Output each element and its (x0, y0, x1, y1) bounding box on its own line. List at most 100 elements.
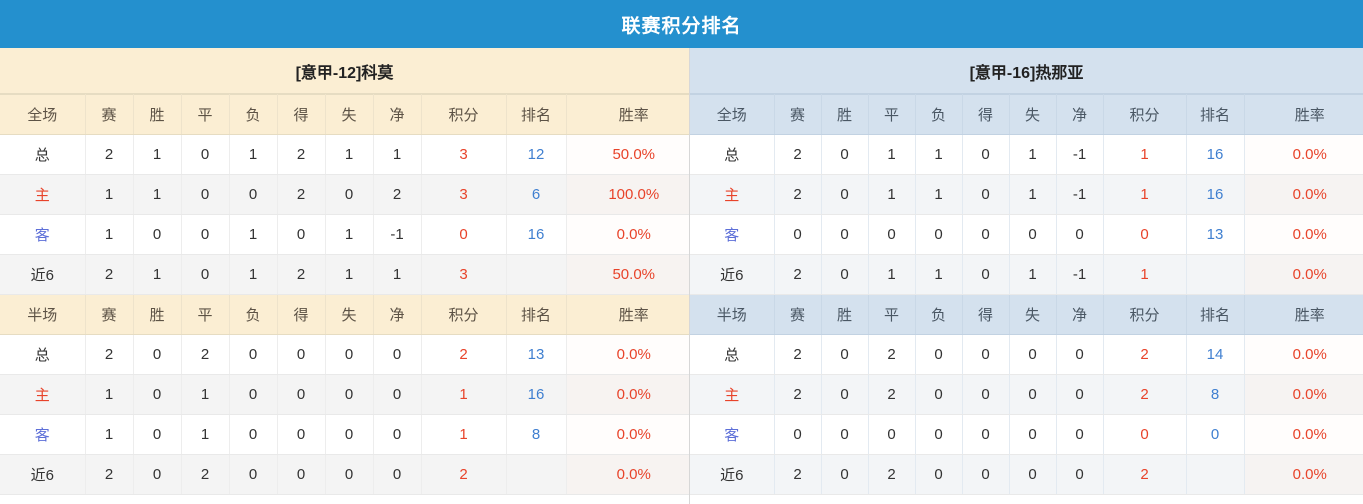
cell-win-rate: 0.0% (1244, 374, 1363, 415)
cell-draw: 0 (181, 174, 230, 215)
cell-rank: 13 (506, 334, 567, 375)
cell-rank: 13 (1186, 214, 1245, 255)
row-label-recent: 近6 (0, 254, 86, 295)
column-header-rank: 排名 (506, 294, 567, 335)
cell-goals-against: 0 (325, 454, 374, 495)
cell-goals-for: 0 (277, 214, 326, 255)
cell-loss: 1 (915, 174, 963, 215)
cell-rank: 8 (1186, 374, 1245, 415)
cell-points: 3 (421, 254, 507, 295)
cell-win: 1 (133, 254, 182, 295)
cell-played: 0 (774, 214, 822, 255)
cell-draw: 1 (868, 134, 916, 175)
row-label-total: 总 (0, 134, 86, 175)
column-header-points: 积分 (1103, 94, 1187, 135)
cell-win-rate: 50.0% (566, 254, 689, 295)
cell-rank: 12 (506, 134, 567, 175)
row-label-home: 主 (690, 374, 775, 415)
cell-win-rate: 0.0% (566, 454, 689, 495)
cell-goals-against: 0 (1009, 214, 1057, 255)
row-label-home: 主 (0, 174, 86, 215)
cell-goal-diff: 1 (373, 134, 422, 175)
cell-rank: 16 (1186, 134, 1245, 175)
cell-points: 2 (1103, 374, 1187, 415)
column-header-loss: 负 (915, 294, 963, 335)
cell-loss: 1 (229, 254, 278, 295)
column-header-win-rate: 胜率 (566, 294, 689, 335)
cell-rank: 0 (1186, 414, 1245, 455)
cell-goal-diff: -1 (1056, 134, 1104, 175)
cell-win: 0 (821, 254, 869, 295)
cell-goals-for: 0 (277, 334, 326, 375)
cell-win-rate: 0.0% (566, 414, 689, 455)
cell-rank (506, 254, 567, 295)
column-header-played: 赛 (85, 94, 134, 135)
cell-goal-diff: 0 (373, 414, 422, 455)
column-header-win: 胜 (133, 94, 182, 135)
cell-draw: 0 (868, 214, 916, 255)
column-header-goals-for: 得 (962, 294, 1010, 335)
row-label-away: 客 (0, 214, 86, 255)
cell-goals-against: 0 (1009, 334, 1057, 375)
cell-win: 0 (821, 214, 869, 255)
table-row: 近6 2 1 0 1 2 1 1 3 50.0% (0, 254, 689, 295)
cell-points: 0 (421, 214, 507, 255)
column-header-rank: 排名 (1186, 294, 1245, 335)
cell-goals-for: 0 (962, 214, 1010, 255)
column-header-row: 半场赛胜平负得失净积分 排名 胜率 (690, 294, 1363, 335)
row-label-total: 总 (690, 134, 775, 175)
cell-goals-for: 0 (962, 134, 1010, 175)
row-label-away: 客 (690, 414, 775, 455)
cell-points: 0 (1103, 214, 1187, 255)
cell-goals-against: 0 (325, 334, 374, 375)
cell-win-rate: 50.0% (566, 134, 689, 175)
table-row: 主 1 1 0 0 2 0 2 3 6 100.0% (0, 174, 689, 215)
cell-loss: 0 (915, 414, 963, 455)
column-header-win: 胜 (821, 294, 869, 335)
cell-goals-against: 1 (325, 134, 374, 175)
cell-rank: 16 (506, 374, 567, 415)
cell-draw: 1 (181, 374, 230, 415)
column-header-goals-against: 失 (1009, 94, 1057, 135)
cell-goals-for: 2 (277, 174, 326, 215)
cell-played: 0 (774, 414, 822, 455)
cell-win: 0 (821, 134, 869, 175)
section-label-half: 半场 (0, 294, 86, 335)
team-panel-right: [意甲-16]热那亚 全场赛胜平负得失净积分 排名 胜率总 2 0 1 1 0 1 -1 1 16 0.… (690, 48, 1363, 504)
cell-win: 0 (821, 174, 869, 215)
column-header-goal-diff: 净 (1056, 294, 1104, 335)
cell-loss: 0 (915, 374, 963, 415)
cell-draw: 2 (868, 334, 916, 375)
cell-win-rate: 0.0% (1244, 134, 1363, 175)
cell-rank: 6 (506, 174, 567, 215)
cell-goals-for: 2 (277, 134, 326, 175)
cell-draw: 0 (181, 134, 230, 175)
cell-win-rate: 0.0% (1244, 254, 1363, 295)
column-header-loss: 负 (915, 94, 963, 135)
cell-goal-diff: 0 (373, 334, 422, 375)
cell-points: 0 (1103, 414, 1187, 455)
table-row: 客 1 0 1 0 0 0 0 1 8 0.0% (0, 414, 689, 455)
cell-played: 2 (85, 454, 134, 495)
cell-goals-against: 1 (325, 214, 374, 255)
cell-goals-for: 0 (962, 414, 1010, 455)
column-header-draw: 平 (181, 94, 230, 135)
cell-loss: 1 (915, 134, 963, 175)
team-name-left: [意甲-12]科莫 (0, 48, 689, 94)
cell-goals-against: 1 (325, 254, 374, 295)
table-row: 总 2 0 1 1 0 1 -1 1 16 0.0% (690, 134, 1363, 175)
column-header-win-rate: 胜率 (1244, 94, 1363, 135)
column-header-goals-for: 得 (962, 94, 1010, 135)
column-header-points: 积分 (1103, 294, 1187, 335)
column-header-goal-diff: 净 (373, 294, 422, 335)
widget-title-bar: 联赛积分排名 (0, 0, 1363, 48)
table-row: 主 1 0 1 0 0 0 0 1 16 0.0% (0, 374, 689, 415)
cell-draw: 2 (868, 374, 916, 415)
table-row: 近6 2 0 1 1 0 1 -1 1 0.0% (690, 254, 1363, 295)
table-row: 近6 2 0 2 0 0 0 0 2 0.0% (690, 454, 1363, 495)
team-panels: [意甲-12]科莫 全场赛胜平负得失净积分 排名 胜率总 2 1 0 1 2 1 1 3 12 50.0… (0, 48, 1363, 504)
column-header-points: 积分 (421, 94, 507, 135)
cell-played: 1 (85, 414, 134, 455)
team-panel-left: [意甲-12]科莫 全场赛胜平负得失净积分 排名 胜率总 2 1 0 1 2 1 1 3 12 50.0… (0, 48, 690, 504)
row-label-recent: 近6 (0, 454, 86, 495)
